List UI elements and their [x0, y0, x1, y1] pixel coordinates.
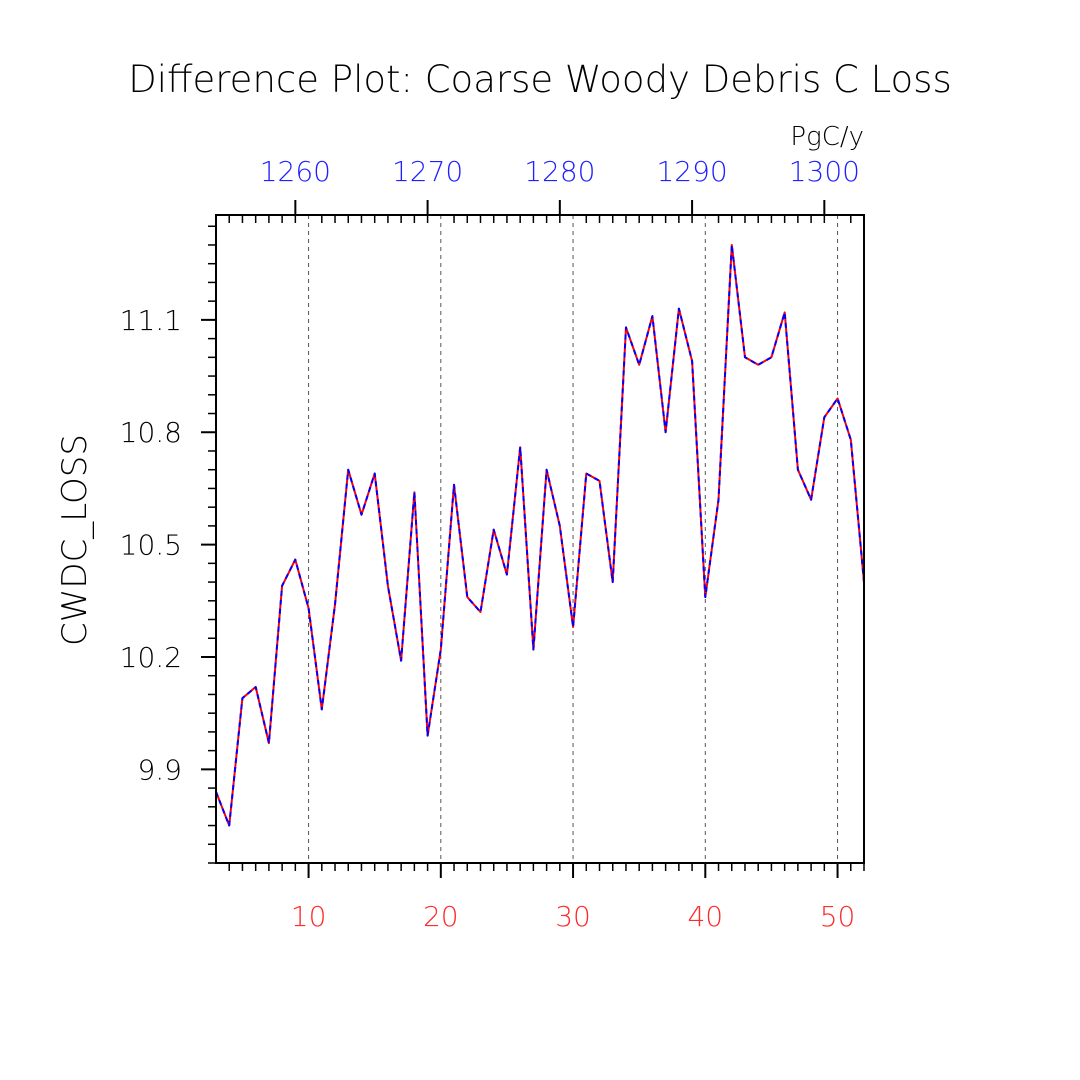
- x-tick-label: 30: [555, 900, 591, 933]
- series-group: [215, 244, 865, 827]
- top-tick-label: 1270: [392, 155, 463, 188]
- grid: [308, 215, 839, 863]
- y-tick-label: 10.5: [120, 529, 182, 562]
- tick-labels: 10 20 30 40 50 1260 1270 1280 1290 1300 9.9 10.2 10.…: [120, 155, 860, 933]
- top-tick-label: 1280: [524, 155, 595, 188]
- y-tick-label: 10.8: [120, 416, 182, 449]
- x-tick-label: 40: [687, 900, 723, 933]
- plot-frame: [215, 214, 865, 864]
- x-tick-label: 10: [291, 900, 327, 933]
- series-line-a: [215, 244, 865, 827]
- top-tick-label: 1260: [260, 155, 331, 188]
- series-line-b: [215, 244, 865, 827]
- top-tick-label: 1290: [656, 155, 727, 188]
- units-label: PgC/y: [790, 122, 864, 152]
- chart-title: Difference Plot: Coarse Woody Debris C L…: [128, 58, 952, 101]
- y-tick-label: 9.9: [137, 753, 182, 786]
- ticks: [201, 200, 865, 878]
- x-tick-label: 50: [820, 900, 856, 933]
- y-axis-label: CWDC_LOSS: [55, 434, 95, 646]
- top-tick-label: 1300: [789, 155, 860, 188]
- x-tick-label: 20: [423, 900, 459, 933]
- y-tick-label: 11.1: [120, 304, 182, 337]
- y-tick-label: 10.2: [120, 641, 182, 674]
